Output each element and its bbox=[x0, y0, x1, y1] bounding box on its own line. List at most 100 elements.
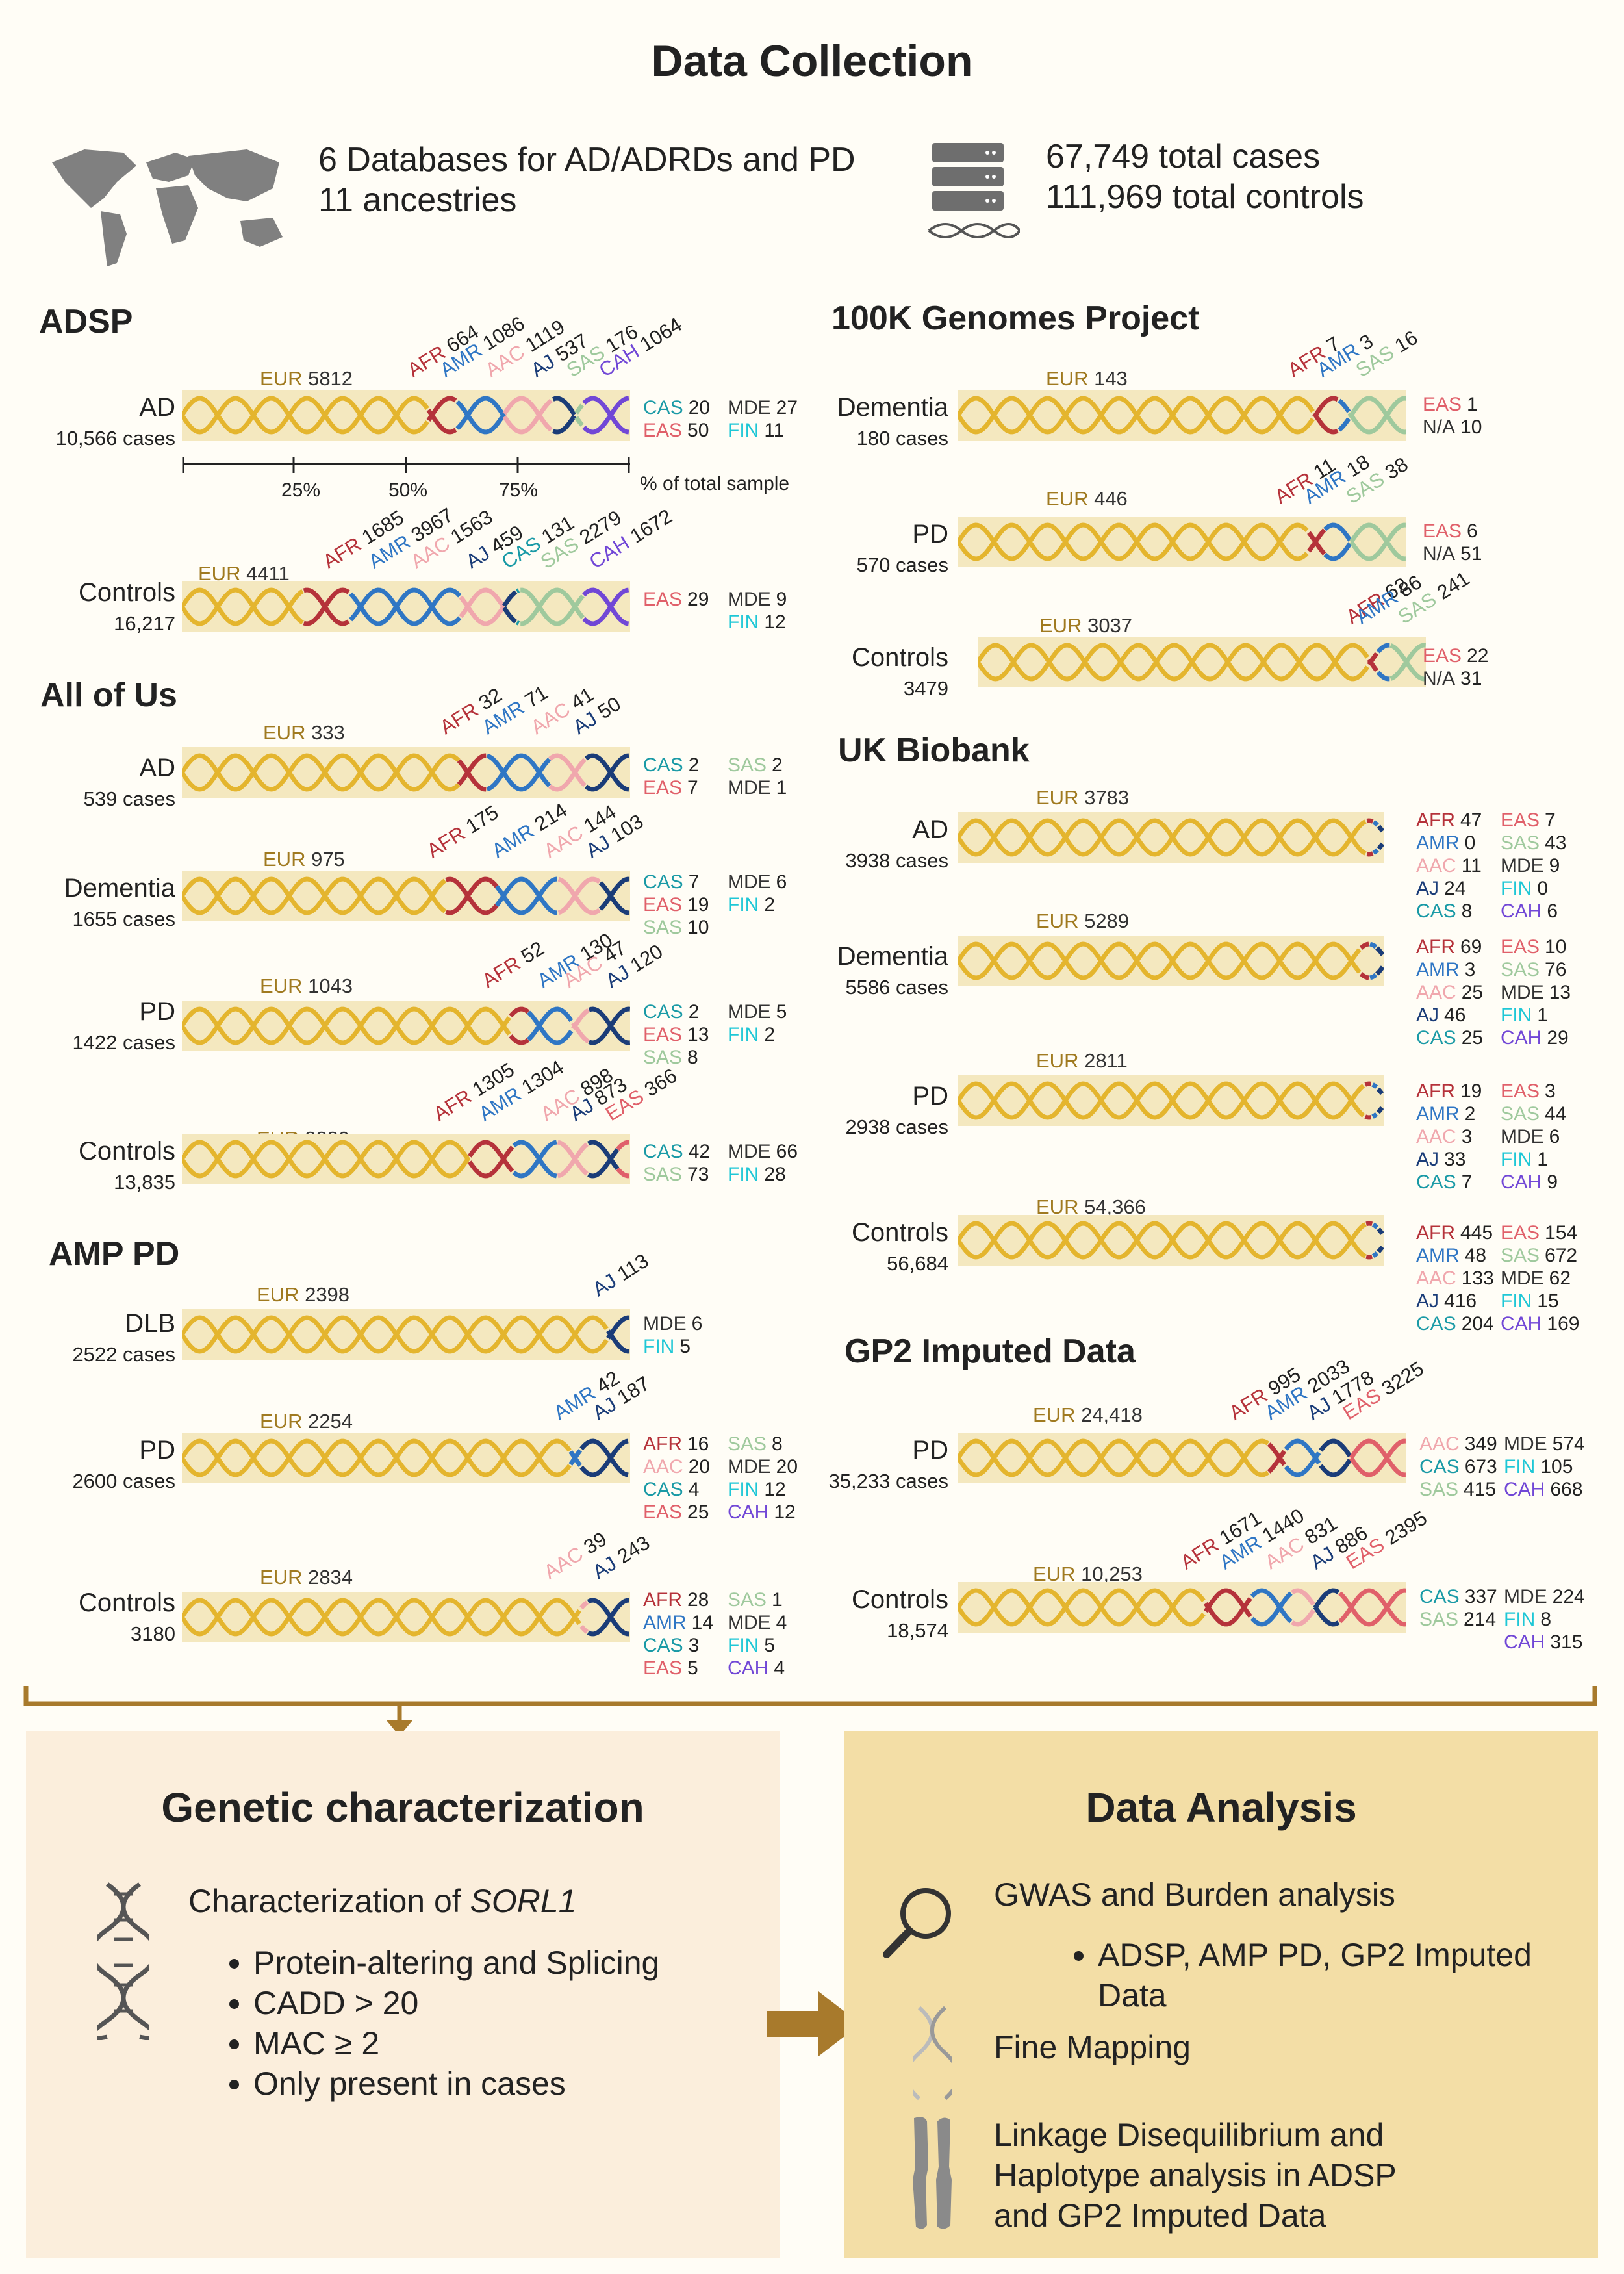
helix-strand-0 bbox=[956, 1221, 1367, 1260]
row-label: PD 2938 cases bbox=[845, 1082, 948, 1138]
row-label: AD 3938 cases bbox=[845, 815, 948, 872]
db-title-ukb: UK Biobank bbox=[838, 732, 1030, 769]
helix-strand-1 bbox=[1307, 528, 1326, 553]
helix-strand-2 bbox=[512, 1140, 557, 1179]
legend-entry: CAS 7 bbox=[643, 871, 700, 893]
legend-entry: AAC 133 bbox=[1416, 1268, 1494, 1289]
helix-strand-2 bbox=[1284, 1451, 1321, 1477]
row-label: Controls 3479 bbox=[852, 643, 948, 700]
ancestry-helix-bar bbox=[956, 936, 1385, 986]
helix-strand-4 bbox=[598, 876, 630, 911]
legend-entry: FIN 8 bbox=[1504, 1609, 1552, 1630]
helix-strand-1 bbox=[1312, 396, 1339, 418]
helix-strand-1 bbox=[1359, 972, 1369, 980]
legend-entry: EAS 13 bbox=[643, 1024, 709, 1045]
legend-entry bbox=[1419, 1631, 1504, 1654]
criteria-item: Only present in cases bbox=[253, 2063, 659, 2104]
db-title-amp: AMP PD bbox=[49, 1235, 180, 1273]
genetic-characterization-panel: Genetic characterization Characterizatio… bbox=[26, 1731, 780, 2258]
helix-strand-3 bbox=[1291, 1609, 1315, 1627]
helix-strand-3 bbox=[502, 398, 553, 435]
legend-entry: EAS 19 bbox=[643, 894, 709, 915]
helix-strand-0 bbox=[956, 1438, 1269, 1477]
helix-strand-2 bbox=[486, 753, 552, 792]
legend-entry: MDE 20 bbox=[728, 1456, 798, 1477]
helix-strand-3 bbox=[1375, 965, 1385, 976]
helix-strand-7 bbox=[582, 587, 629, 626]
legend-entry: N/A 51 bbox=[1423, 543, 1482, 565]
helix-strand-1 bbox=[1364, 1114, 1372, 1120]
helix-strand-7 bbox=[582, 587, 629, 626]
legend-entry: FIN 28 bbox=[728, 1164, 786, 1185]
helix-strand-1 bbox=[1312, 412, 1339, 435]
legend-entry: CAS 20 bbox=[643, 397, 711, 418]
ancestry-legend: CAS 2 SAS 2 EAS 7 MDE 1 bbox=[643, 754, 818, 799]
helix-strand-0 bbox=[956, 1588, 1206, 1627]
gwas-dataset-item: ADSP, AMP PD, GP2 Imputed Data bbox=[1098, 1935, 1598, 2015]
legend-entry: MDE 66 bbox=[728, 1141, 798, 1162]
ancestry-legend: CAS 7 MDE 6 EAS 19 FIN 2 SAS 10 bbox=[643, 871, 818, 939]
ancestry-helix-bar bbox=[180, 871, 630, 921]
ancestry-legend: CAS 2 MDE 5 EAS 13 FIN 2 SAS 8 bbox=[643, 1001, 818, 1069]
criteria-item: MAC ≥ 2 bbox=[253, 2023, 659, 2063]
row-label: PD 1422 cases bbox=[72, 997, 175, 1054]
helix-strand-2 bbox=[527, 1010, 574, 1045]
ancestry-helix-bar bbox=[180, 1592, 630, 1642]
helix-strand-4 bbox=[598, 881, 630, 915]
helix-strand-1 bbox=[445, 876, 499, 915]
legend-entry: CAS 2 bbox=[643, 1001, 700, 1023]
helix-strand-1 bbox=[303, 587, 350, 626]
helix-strand-3 bbox=[557, 876, 601, 915]
helix-strand-3 bbox=[1376, 1106, 1384, 1114]
helix-strand-2 bbox=[1250, 1588, 1293, 1624]
legend-entry: MDE 574 bbox=[1504, 1433, 1585, 1455]
axis-tick-50: 50% bbox=[388, 479, 428, 501]
legend-entry: AFR 445 bbox=[1416, 1222, 1493, 1244]
helix-strand-1 bbox=[579, 1624, 589, 1634]
legend-entry: N/A 31 bbox=[1423, 668, 1482, 689]
legend-entry: FIN 1 bbox=[1501, 1004, 1549, 1026]
helix-strand-0 bbox=[180, 396, 429, 435]
helix-strand-1 bbox=[606, 1315, 630, 1340]
legend-entry: FIN 5 bbox=[643, 1336, 691, 1357]
data-analysis-panel: Data Analysis GWAS and Burden analysis A… bbox=[844, 1731, 1598, 2258]
helix-strand-2 bbox=[1372, 848, 1379, 855]
magnifier-icon bbox=[883, 1888, 951, 1958]
legend-entry: AMR 2 bbox=[1416, 1103, 1476, 1125]
helix-strand-0 bbox=[956, 941, 1362, 980]
helix-strand-2 bbox=[1371, 1112, 1378, 1119]
helix-strand-2 bbox=[1376, 671, 1390, 682]
row-label: Controls 16,217 bbox=[79, 578, 175, 635]
helix-strand-2 bbox=[494, 876, 557, 915]
helix-strand-1 bbox=[1204, 1596, 1252, 1627]
eur-count: EUR 1043 bbox=[260, 975, 353, 997]
helix-strand-4 bbox=[502, 606, 518, 624]
legend-entry: AFR 69 bbox=[1416, 936, 1482, 958]
legend-entry: FIN 12 bbox=[728, 1479, 786, 1500]
helix-strand-3 bbox=[557, 1140, 589, 1176]
helix-strand-2 bbox=[1369, 941, 1378, 949]
analysis-fine-mapping: Fine Mapping bbox=[994, 2029, 1191, 2065]
analysis-ld-haplotype: Linkage Disequilibrium and Haplotype ana… bbox=[994, 2117, 1397, 2234]
ancestry-helix-bar bbox=[180, 390, 630, 441]
legend-entry: FIN 2 bbox=[728, 894, 776, 915]
helix-strand-1 bbox=[579, 1600, 589, 1610]
legend-entry: AFR 16 bbox=[643, 1433, 709, 1455]
ancestry-helix-bar bbox=[956, 517, 1406, 567]
helix-strand-1 bbox=[457, 753, 487, 786]
ancestry-helix-bar bbox=[180, 1309, 630, 1360]
helix-strand-2 bbox=[579, 1438, 629, 1477]
legend-entry: CAS 7 bbox=[1416, 1171, 1473, 1193]
helix-strand-5 bbox=[574, 416, 584, 427]
helix-strand-2 bbox=[1372, 820, 1379, 827]
helix-strand-4 bbox=[584, 753, 629, 792]
helix-strand-2 bbox=[455, 400, 506, 435]
helix-strand-0 bbox=[180, 1438, 572, 1477]
ancestry-legend: EAS 22 N/A 31 bbox=[1423, 645, 1553, 690]
eur-count: EUR 2254 bbox=[260, 1410, 353, 1433]
legend-entry: EAS 5 bbox=[643, 1657, 698, 1679]
eur-count: EUR 143 bbox=[1046, 367, 1128, 390]
legend-entry: MDE 27 bbox=[728, 397, 798, 418]
eur-count: EUR 5289 bbox=[1036, 910, 1130, 932]
helix-strand-0 bbox=[956, 1221, 1367, 1260]
